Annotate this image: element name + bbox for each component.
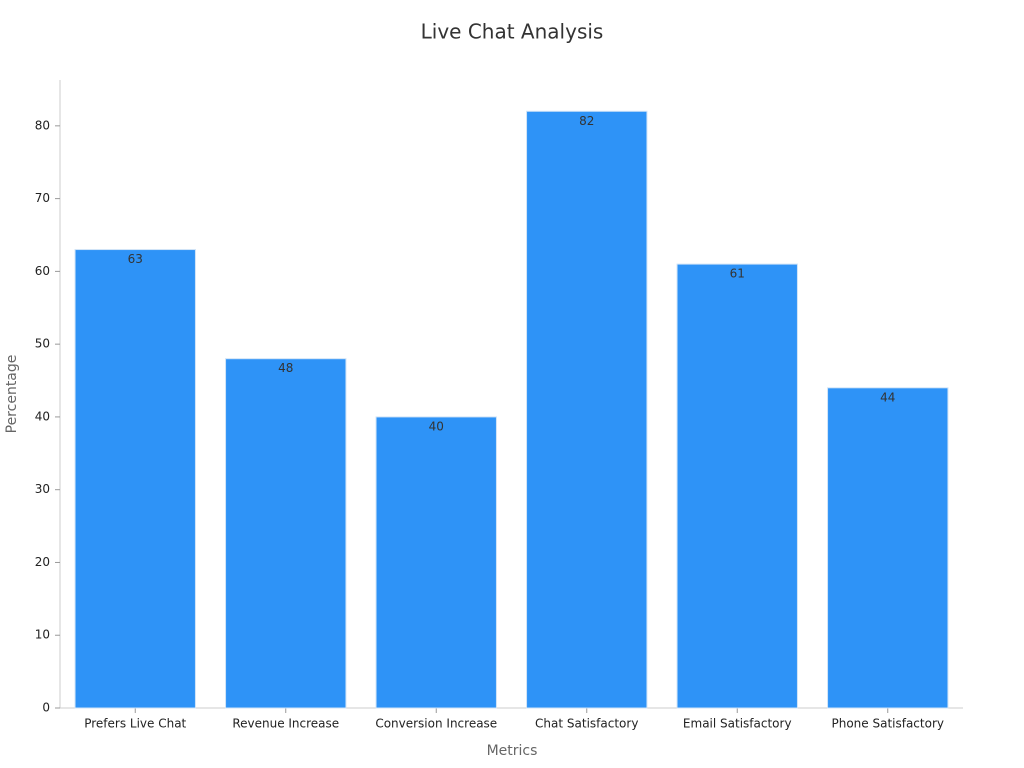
- data-label: 82: [579, 114, 594, 128]
- data-label: 63: [128, 252, 143, 266]
- x-tick-label: Email Satisfactory: [683, 717, 792, 731]
- y-tick-label: 30: [35, 482, 50, 496]
- y-tick-label: 20: [35, 555, 50, 569]
- bar: [225, 358, 347, 709]
- data-label: 61: [730, 267, 745, 281]
- data-label: 40: [429, 419, 444, 433]
- bar: [676, 263, 798, 709]
- x-tick-label: Phone Satisfactory: [831, 717, 944, 731]
- data-label: 44: [880, 390, 895, 404]
- x-tick-label: Revenue Increase: [232, 717, 339, 731]
- y-axis-label: Percentage: [4, 355, 20, 434]
- bar: [827, 387, 949, 709]
- y-tick-label: 10: [35, 628, 50, 642]
- y-tick-label: 70: [35, 191, 50, 205]
- bar: [375, 416, 497, 709]
- y-tick-label: 80: [35, 118, 50, 132]
- x-axis-label: Metrics: [487, 743, 538, 759]
- x-tick-label: Chat Satisfactory: [535, 717, 638, 731]
- y-tick-label: 50: [35, 337, 50, 351]
- x-tick-label: Prefers Live Chat: [84, 717, 186, 731]
- bar: [526, 110, 648, 709]
- y-tick-label: 0: [42, 701, 50, 715]
- data-label: 48: [278, 361, 293, 375]
- y-tick-label: 40: [35, 409, 50, 423]
- bar: [74, 249, 196, 709]
- x-tick-label: Conversion Increase: [375, 717, 497, 731]
- y-tick-label: 60: [35, 264, 50, 278]
- chart-title: Live Chat Analysis: [421, 20, 604, 44]
